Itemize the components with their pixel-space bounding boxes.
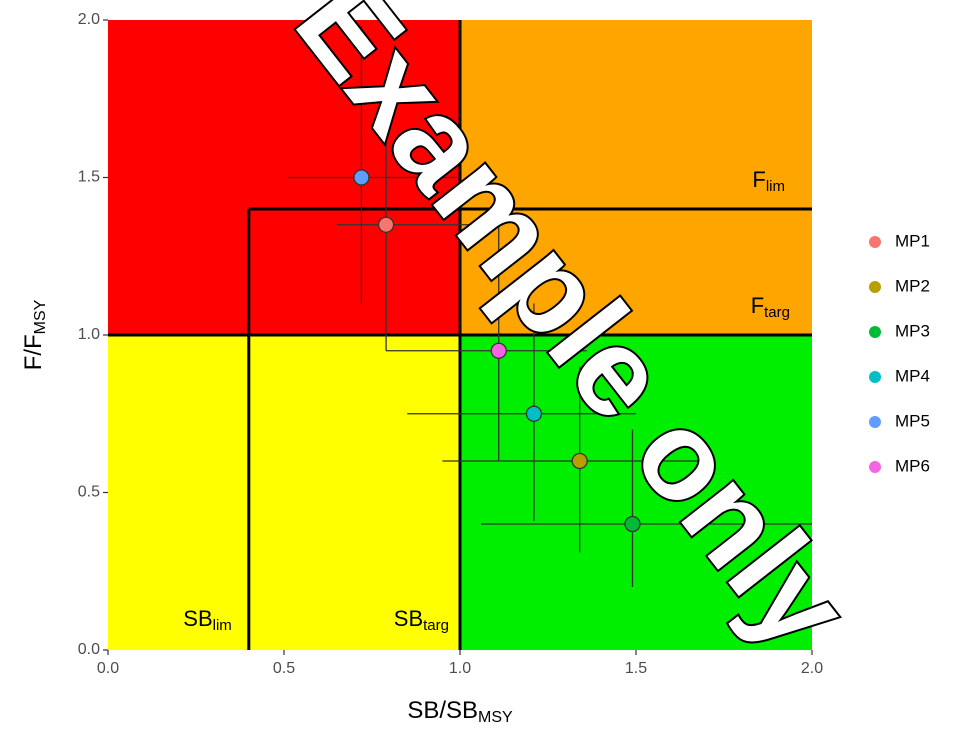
y-tick-label: 1.5: [78, 169, 100, 186]
point: [624, 515, 641, 533]
ref-label-sub: lim: [766, 178, 785, 195]
y-tick-label: 0.0: [78, 641, 100, 658]
x-tick-label: 1.5: [625, 660, 647, 677]
point: [571, 452, 588, 470]
ref-label-sub: targ: [423, 617, 449, 634]
legend-label: MP2: [895, 276, 930, 295]
legend-label: MP3: [895, 321, 930, 340]
zone-orange: [460, 20, 812, 335]
ref-label-main: F: [752, 167, 765, 192]
legend-label: MP6: [895, 456, 930, 475]
legend-marker: [869, 326, 881, 338]
ref-label-sub: targ: [764, 304, 790, 321]
y-axis-title-main: F/F: [20, 334, 47, 370]
x-tick-label: 1.0: [449, 660, 471, 677]
ref-label-main: SB: [183, 606, 212, 631]
ref-label: SBlim: [183, 606, 232, 634]
legend-label: MP5: [895, 411, 930, 430]
x-tick-label: 0.5: [273, 660, 295, 677]
legend-marker: [869, 236, 881, 248]
ref-label-main: SB: [394, 606, 423, 631]
legend-marker: [869, 461, 881, 473]
ref-label: Flim: [752, 167, 785, 195]
x-axis-title: SB/SBMSY: [407, 697, 513, 726]
y-tick-label: 1.0: [78, 326, 100, 343]
y-axis-title: F/FMSY: [20, 299, 49, 370]
ref-label: SBtarg: [394, 606, 449, 634]
ref-label-main: F: [751, 293, 764, 318]
x-tick-label: 0.0: [97, 660, 119, 677]
x-tick-label: 2.0: [801, 660, 823, 677]
ref-label: Ftarg: [751, 293, 790, 321]
y-axis-title-sub: MSY: [32, 299, 49, 334]
point: [490, 342, 507, 359]
zone-green: [460, 335, 812, 650]
legend-label: MP4: [895, 366, 930, 385]
legend-marker: [869, 281, 881, 293]
legend-marker: [869, 371, 881, 383]
x-axis-title-main: SB/SB: [407, 697, 478, 724]
x-axis-title-sub: MSY: [478, 709, 513, 726]
legend-label: MP1: [895, 231, 930, 250]
ref-label-sub: lim: [213, 617, 232, 634]
legend-marker: [869, 416, 881, 428]
point: [525, 405, 543, 422]
y-tick-label: 2.0: [78, 11, 100, 28]
y-tick-label: 0.5: [78, 484, 100, 501]
point: [377, 216, 395, 233]
point: [353, 169, 370, 186]
zone-yellow: [108, 335, 460, 650]
